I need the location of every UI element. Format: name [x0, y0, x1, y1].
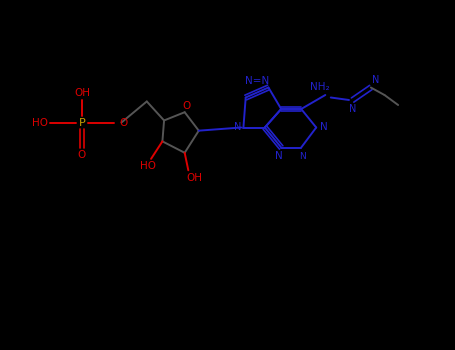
- Text: HO: HO: [140, 161, 156, 171]
- Text: N: N: [234, 122, 242, 133]
- Text: P: P: [79, 118, 85, 127]
- Text: OH: OH: [187, 173, 202, 183]
- Text: N: N: [299, 152, 305, 161]
- Text: N: N: [372, 75, 379, 85]
- Text: O: O: [183, 101, 191, 111]
- Text: N: N: [349, 104, 356, 114]
- Text: OH: OH: [74, 88, 90, 98]
- Text: N: N: [275, 151, 283, 161]
- Text: NH₂: NH₂: [310, 83, 330, 92]
- Text: O: O: [78, 150, 86, 160]
- Text: N: N: [320, 122, 328, 133]
- Text: HO: HO: [32, 118, 48, 127]
- Text: O: O: [120, 118, 128, 127]
- Text: N=N: N=N: [245, 77, 269, 86]
